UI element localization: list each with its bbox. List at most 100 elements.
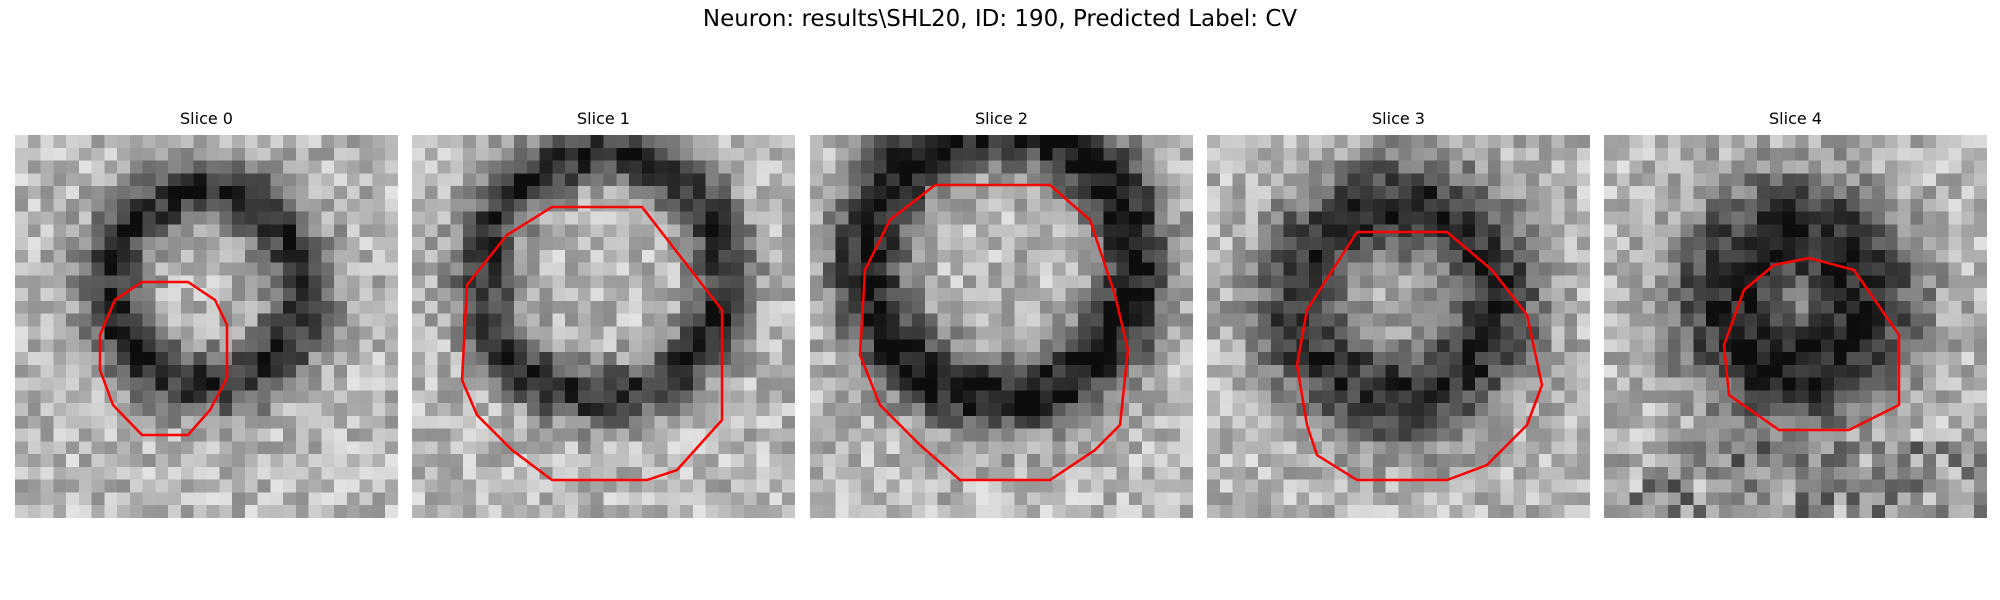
pixel xyxy=(1604,300,1618,314)
pixel xyxy=(1833,364,1847,378)
pixel xyxy=(705,249,719,263)
pixel xyxy=(1078,339,1092,353)
pixel xyxy=(501,147,515,161)
pixel xyxy=(1052,147,1066,161)
pixel xyxy=(437,211,451,225)
pixel xyxy=(1424,403,1438,417)
pixel xyxy=(1014,237,1028,251)
pixel xyxy=(1526,198,1540,212)
pixel xyxy=(1129,428,1143,442)
pixel xyxy=(514,441,528,455)
pixel xyxy=(912,135,926,149)
pixel xyxy=(1116,186,1130,200)
pixel xyxy=(283,186,297,200)
pixel xyxy=(1513,403,1527,417)
pixel xyxy=(1462,415,1476,429)
pixel xyxy=(769,288,783,302)
pixel xyxy=(1961,288,1975,302)
pixel xyxy=(27,403,41,417)
pixel xyxy=(1245,415,1259,429)
pixel xyxy=(270,415,284,429)
pixel xyxy=(514,326,528,340)
pixel xyxy=(1974,492,1987,506)
pixel xyxy=(66,211,80,225)
pixel xyxy=(514,492,528,506)
pixel xyxy=(1180,390,1193,404)
pixel xyxy=(424,352,438,366)
pixel xyxy=(232,364,246,378)
pixel xyxy=(680,173,694,187)
pixel xyxy=(1706,415,1720,429)
pixel xyxy=(514,173,528,187)
pixel xyxy=(1411,492,1425,506)
pixel xyxy=(1154,441,1168,455)
pixel xyxy=(1935,479,1949,493)
pixel xyxy=(1167,211,1181,225)
pixel xyxy=(450,428,464,442)
pixel xyxy=(886,275,900,289)
pixel xyxy=(346,505,360,518)
pixel xyxy=(257,262,271,276)
pixel xyxy=(1808,339,1822,353)
pixel xyxy=(437,505,451,518)
pixel xyxy=(873,377,887,391)
pixel xyxy=(1487,147,1501,161)
pixel xyxy=(1974,262,1987,276)
pixel xyxy=(475,479,489,493)
pixel xyxy=(1385,135,1399,149)
slice-panel-2: Slice 2 xyxy=(810,108,1193,518)
pixel xyxy=(822,313,836,327)
pixel xyxy=(270,492,284,506)
pixel xyxy=(193,390,207,404)
pixel xyxy=(1551,262,1565,276)
pixel xyxy=(437,479,451,493)
pixel xyxy=(810,466,824,480)
pixel xyxy=(1667,211,1681,225)
pixel xyxy=(565,415,579,429)
pixel xyxy=(1372,173,1386,187)
pixel xyxy=(372,147,386,161)
pixel xyxy=(1245,454,1259,468)
pixel xyxy=(1154,147,1168,161)
pixel xyxy=(488,415,502,429)
pixel xyxy=(1795,224,1809,238)
pixel xyxy=(1334,173,1348,187)
pixel xyxy=(117,313,131,327)
pixel xyxy=(1219,339,1233,353)
pixel xyxy=(1309,313,1323,327)
pixel xyxy=(1436,377,1450,391)
pixel xyxy=(40,300,54,314)
pixel xyxy=(27,390,41,404)
pixel xyxy=(1667,147,1681,161)
pixel xyxy=(1270,224,1284,238)
pixel xyxy=(937,364,951,378)
pixel xyxy=(1167,326,1181,340)
pixel xyxy=(359,224,373,238)
pixel xyxy=(359,300,373,314)
pixel xyxy=(616,415,630,429)
pixel xyxy=(937,479,951,493)
pixel xyxy=(206,211,220,225)
pixel xyxy=(1283,275,1297,289)
pixel xyxy=(1769,288,1783,302)
pixel xyxy=(552,492,566,506)
slice-panel-3: Slice 3 xyxy=(1207,108,1590,518)
pixel xyxy=(1296,211,1310,225)
pixel xyxy=(1360,377,1374,391)
pixel xyxy=(565,300,579,314)
pixel xyxy=(232,428,246,442)
pixel xyxy=(718,186,732,200)
pixel xyxy=(1475,377,1489,391)
pixel xyxy=(1961,211,1975,225)
pixel xyxy=(1449,326,1463,340)
pixel xyxy=(1141,262,1155,276)
pixel xyxy=(295,237,309,251)
pixel xyxy=(886,160,900,174)
pixel xyxy=(1436,275,1450,289)
pixel xyxy=(1655,237,1669,251)
pixel xyxy=(193,211,207,225)
pixel xyxy=(463,147,477,161)
pixel xyxy=(705,326,719,340)
pixel xyxy=(782,415,795,429)
pixel xyxy=(1001,186,1015,200)
